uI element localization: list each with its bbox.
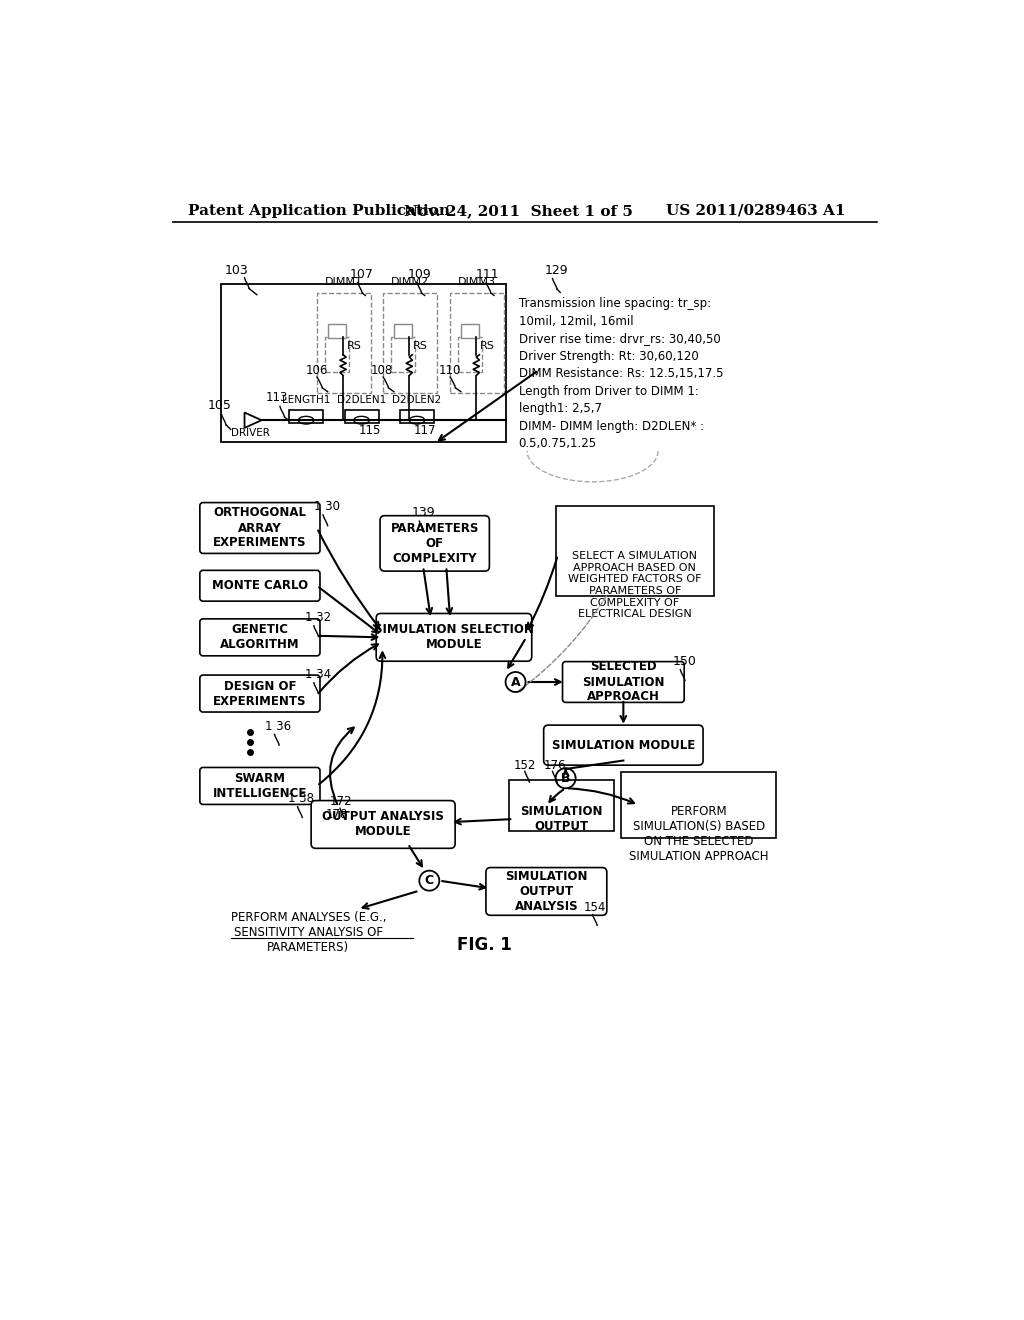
FancyBboxPatch shape <box>200 570 319 601</box>
Text: LENGTH1: LENGTH1 <box>282 395 331 405</box>
FancyBboxPatch shape <box>328 323 346 338</box>
Text: SIMULATION
OUTPUT
ANALYSIS: SIMULATION OUTPUT ANALYSIS <box>505 870 588 913</box>
Text: 111: 111 <box>475 268 499 281</box>
Text: DRIVER: DRIVER <box>230 428 269 438</box>
Text: GENETIC
ALGORITHM: GENETIC ALGORITHM <box>220 623 300 651</box>
Text: 172: 172 <box>330 795 351 808</box>
FancyBboxPatch shape <box>461 323 479 338</box>
Text: D2DLEN2: D2DLEN2 <box>392 395 441 405</box>
Text: 129: 129 <box>545 264 568 277</box>
Text: SELECTED
SIMULATION
APPROACH: SELECTED SIMULATION APPROACH <box>582 660 665 704</box>
FancyBboxPatch shape <box>556 507 714 595</box>
Text: 113: 113 <box>266 391 289 404</box>
Text: B: B <box>561 772 570 785</box>
FancyBboxPatch shape <box>451 293 504 393</box>
FancyBboxPatch shape <box>562 661 684 702</box>
Text: PERFORM ANALYSES (E.G.,
SENSITIVITY ANALYSIS OF
PARAMETERS): PERFORM ANALYSES (E.G., SENSITIVITY ANAL… <box>230 911 386 954</box>
Text: 1 30: 1 30 <box>313 500 340 513</box>
FancyBboxPatch shape <box>509 780 614 830</box>
FancyBboxPatch shape <box>200 619 319 656</box>
Text: RS: RS <box>347 342 361 351</box>
FancyBboxPatch shape <box>544 725 703 766</box>
FancyBboxPatch shape <box>221 284 506 442</box>
FancyBboxPatch shape <box>289 411 323 422</box>
FancyBboxPatch shape <box>621 772 776 838</box>
Text: 152: 152 <box>514 759 537 772</box>
FancyBboxPatch shape <box>316 293 371 393</box>
Text: 154: 154 <box>584 902 605 915</box>
Text: C: C <box>425 874 434 887</box>
Text: A: A <box>511 676 520 689</box>
Text: Nov. 24, 2011  Sheet 1 of 5: Nov. 24, 2011 Sheet 1 of 5 <box>403 203 633 218</box>
Text: SWARM
INTELLIGENCE: SWARM INTELLIGENCE <box>213 772 307 800</box>
FancyBboxPatch shape <box>391 337 416 372</box>
Text: 115: 115 <box>358 424 381 437</box>
FancyBboxPatch shape <box>325 337 349 372</box>
Text: RS: RS <box>413 342 428 351</box>
Text: 105: 105 <box>208 399 231 412</box>
FancyBboxPatch shape <box>400 411 434 422</box>
Text: OUTPUT ANALYSIS
MODULE: OUTPUT ANALYSIS MODULE <box>323 810 444 838</box>
Text: 1 36: 1 36 <box>265 719 292 733</box>
FancyBboxPatch shape <box>200 675 319 711</box>
Text: SIMULATION MODULE: SIMULATION MODULE <box>552 739 695 751</box>
Text: DIMM1: DIMM1 <box>325 277 362 288</box>
FancyBboxPatch shape <box>311 800 455 849</box>
Text: DIMM2: DIMM2 <box>391 277 429 288</box>
Text: 103: 103 <box>224 264 248 277</box>
FancyBboxPatch shape <box>383 293 437 393</box>
Text: 178: 178 <box>326 808 348 821</box>
Text: 139: 139 <box>412 507 435 520</box>
Text: RS: RS <box>480 342 495 351</box>
Text: 108: 108 <box>371 364 393 378</box>
FancyBboxPatch shape <box>394 323 413 338</box>
Text: 109: 109 <box>408 268 431 281</box>
Text: MONTE CARLO: MONTE CARLO <box>212 579 308 593</box>
Text: ORTHOGONAL
ARRAY
EXPERIMENTS: ORTHOGONAL ARRAY EXPERIMENTS <box>213 507 306 549</box>
Text: PARAMETERS
OF
COMPLEXITY: PARAMETERS OF COMPLEXITY <box>390 521 479 565</box>
Text: Transmission line spacing: tr_sp:
10mil, 12mil, 16mil
Driver rise time: drvr_rs:: Transmission line spacing: tr_sp: 10mil,… <box>518 297 723 450</box>
FancyBboxPatch shape <box>345 411 379 422</box>
Text: 1 32: 1 32 <box>304 611 331 624</box>
Text: FIG. 1: FIG. 1 <box>458 936 512 954</box>
Text: DIMM3: DIMM3 <box>458 277 496 288</box>
Text: US 2011/0289463 A1: US 2011/0289463 A1 <box>666 203 845 218</box>
Text: DESIGN OF
EXPERIMENTS: DESIGN OF EXPERIMENTS <box>213 680 306 708</box>
Text: Patent Application Publication: Patent Application Publication <box>188 203 451 218</box>
Text: SIMULATION
OUTPUT: SIMULATION OUTPUT <box>520 805 603 833</box>
Text: 106: 106 <box>306 364 329 378</box>
Text: 117: 117 <box>414 424 436 437</box>
FancyBboxPatch shape <box>200 767 319 804</box>
Text: SELECT A SIMULATION
APPROACH BASED ON
WEIGHTED FACTORS OF
PARAMETERS OF
COMPLEXI: SELECT A SIMULATION APPROACH BASED ON WE… <box>568 552 701 619</box>
Text: 107: 107 <box>350 268 374 281</box>
Text: PERFORM
SIMULATION(S) BASED
ON THE SELECTED
SIMULATION APPROACH: PERFORM SIMULATION(S) BASED ON THE SELEC… <box>629 805 769 863</box>
Text: 150: 150 <box>673 655 696 668</box>
FancyBboxPatch shape <box>200 503 319 553</box>
FancyBboxPatch shape <box>380 516 489 572</box>
Text: 110: 110 <box>438 364 461 378</box>
Text: 1 34: 1 34 <box>304 668 331 681</box>
Text: 1 38: 1 38 <box>289 792 314 805</box>
FancyBboxPatch shape <box>376 614 531 661</box>
Text: 176: 176 <box>544 759 566 772</box>
FancyBboxPatch shape <box>458 337 482 372</box>
FancyBboxPatch shape <box>486 867 607 915</box>
Text: D2DLEN1: D2DLEN1 <box>337 395 386 405</box>
Text: SIMULATION SELECTION
MODULE: SIMULATION SELECTION MODULE <box>374 623 534 651</box>
